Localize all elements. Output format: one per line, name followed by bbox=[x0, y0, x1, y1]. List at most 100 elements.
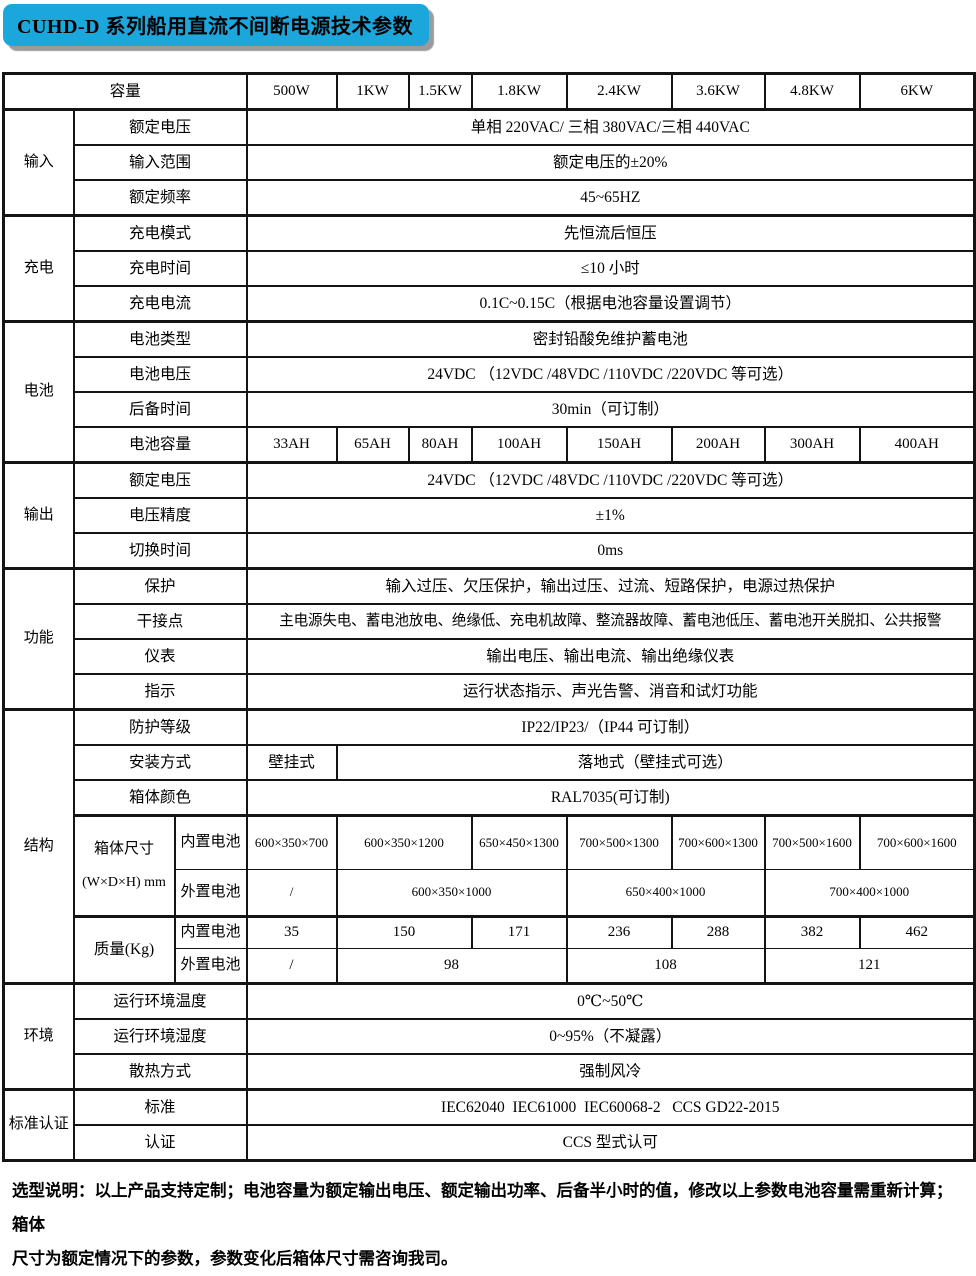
value-standard: IEC62040 IEC61000 IEC60068-2 CCS GD22-20… bbox=[245, 1088, 976, 1126]
value-dim-internal: 700×500×1300 bbox=[565, 814, 673, 870]
value-battery-type: 密封铅酸免维护蓄电池 bbox=[245, 320, 976, 358]
row-env-temp: 环境 运行环境温度 0℃~50℃ bbox=[2, 982, 976, 1091]
capacity-col-1-5kw: 1.5KW bbox=[407, 72, 473, 111]
label-cabinet-color: 箱体颜色 bbox=[72, 779, 248, 817]
section-certification: 标准认证 bbox=[2, 1088, 75, 1162]
label-protection: 保护 bbox=[72, 567, 248, 605]
row-cooling: 散热方式 强制风冷 bbox=[4, 1053, 976, 1091]
value-protection: 输入过压、欠压保护，输出过压、过流、短路保护，电源过热保护 bbox=[245, 567, 976, 605]
page-title: CUHD-D 系列船用直流不间断电源技术参数 bbox=[3, 4, 429, 46]
value-dim-internal: 700×600×1600 bbox=[858, 814, 976, 870]
value-rated-frequency: 45~65HZ bbox=[245, 179, 976, 217]
value-weight-internal: 382 bbox=[763, 915, 861, 949]
row-dimensions-external: 外置电池 / 600×350×1000 650×400×1000 700×400… bbox=[4, 869, 976, 918]
row-rated-frequency: 额定频率 45~65HZ bbox=[4, 179, 976, 217]
label-mounting: 安装方式 bbox=[72, 744, 248, 781]
value-charge-mode: 先恒流后恒压 bbox=[245, 214, 976, 252]
row-input-rated-voltage: 输入 额定电压 单相 220VAC/ 三相 380VAC/三相 440VAC bbox=[2, 108, 976, 217]
value-battery-capacity: 400AH bbox=[858, 426, 976, 464]
label-env-humidity: 运行环境湿度 bbox=[72, 1018, 248, 1055]
value-weight-external: 121 bbox=[763, 948, 976, 985]
value-input-rated-voltage: 单相 220VAC/ 三相 380VAC/三相 440VAC bbox=[245, 108, 976, 146]
value-dim-external: 600×350×1000 bbox=[335, 869, 568, 918]
section-output: 输出 bbox=[2, 461, 75, 570]
label-weight: 质量(Kg) bbox=[72, 915, 176, 985]
value-weight-internal: 288 bbox=[670, 915, 766, 949]
value-meter: 输出电压、输出电流、输出绝缘仪表 bbox=[245, 638, 976, 675]
row-battery-capacity: 电池容量 33AH 65AH 80AH 100AH 150AH 200AH 30… bbox=[4, 426, 976, 464]
value-battery-capacity: 150AH bbox=[565, 426, 673, 464]
label-battery-capacity: 电池容量 bbox=[72, 426, 248, 464]
value-weight-external: / bbox=[245, 948, 338, 985]
row-backup-time: 后备时间 30min（可订制） bbox=[4, 391, 976, 428]
label-charge-time: 充电时间 bbox=[72, 250, 248, 287]
row-indication: 指示 运行状态指示、声光告警、消音和试灯功能 bbox=[4, 673, 976, 711]
row-weight-internal: 质量(Kg) 内置电池 35 150 171 236 288 382 462 bbox=[4, 915, 976, 985]
value-dry-contact: 主电源失电、蓄电池放电、绝缘低、充电机故障、整流器故障、蓄电池低压、蓄电池开关脱… bbox=[245, 603, 976, 640]
row-input-range: 输入范围 额定电压的±20% bbox=[4, 144, 976, 181]
value-output-rated-voltage: 24VDC （12VDC /48VDC /110VDC /220VDC 等可选） bbox=[245, 461, 976, 499]
row-standard: 标准认证 标准 IEC62040 IEC61000 IEC60068-2 CCS… bbox=[2, 1088, 976, 1162]
section-function: 功能 bbox=[2, 567, 75, 711]
value-dim-external: 700×400×1000 bbox=[763, 869, 976, 918]
label-indication: 指示 bbox=[72, 673, 248, 711]
label-cooling: 散热方式 bbox=[72, 1053, 248, 1091]
value-battery-capacity: 80AH bbox=[407, 426, 473, 464]
value-dim-internal: 700×500×1600 bbox=[763, 814, 861, 870]
row-weight-external: 外置电池 / 98 108 121 bbox=[4, 948, 976, 985]
value-weight-internal: 150 bbox=[335, 915, 473, 949]
row-approval: 认证 CCS 型式认可 bbox=[4, 1124, 976, 1162]
capacity-col-1-8kw: 1.8KW bbox=[470, 72, 568, 111]
value-weight-internal: 171 bbox=[470, 915, 568, 949]
value-input-range: 额定电压的±20% bbox=[245, 144, 976, 181]
value-battery-capacity: 33AH bbox=[245, 426, 338, 464]
row-charge-current: 充电电流 0.1C~0.15C（根据电池容量设置调节） bbox=[4, 285, 976, 323]
label-voltage-accuracy: 电压精度 bbox=[72, 497, 248, 534]
value-cooling: 强制风冷 bbox=[245, 1053, 976, 1091]
value-env-temp: 0℃~50℃ bbox=[245, 982, 976, 1020]
label-standard: 标准 bbox=[72, 1088, 248, 1126]
label-charge-current: 充电电流 bbox=[72, 285, 248, 323]
value-dim-external: / bbox=[245, 869, 338, 918]
row-cabinet-color: 箱体颜色 RAL7035(可订制) bbox=[4, 779, 976, 817]
value-battery-capacity: 100AH bbox=[470, 426, 568, 464]
row-battery-type: 电池 电池类型 密封铅酸免维护蓄电池 bbox=[2, 320, 976, 464]
label-meter: 仪表 bbox=[72, 638, 248, 675]
row-output-rated-voltage: 输出 额定电压 24VDC （12VDC /48VDC /110VDC /220… bbox=[2, 461, 976, 570]
row-charge-time: 充电时间 ≤10 小时 bbox=[4, 250, 976, 287]
value-approval: CCS 型式认可 bbox=[245, 1124, 976, 1162]
label-battery-voltage: 电池电压 bbox=[72, 356, 248, 393]
label-input-range: 输入范围 bbox=[72, 144, 248, 181]
value-transfer-time: 0ms bbox=[245, 532, 976, 570]
row-mounting: 安装方式 壁挂式 落地式（壁挂式可选） bbox=[4, 744, 976, 781]
label-input-rated-voltage: 额定电压 bbox=[72, 108, 248, 146]
value-env-humidity: 0~95%（不凝露） bbox=[245, 1018, 976, 1055]
value-weight-internal: 236 bbox=[565, 915, 673, 949]
row-battery-voltage: 电池电压 24VDC （12VDC /48VDC /110VDC /220VDC… bbox=[4, 356, 976, 393]
value-cabinet-color: RAL7035(可订制) bbox=[245, 779, 976, 817]
label-output-rated-voltage: 额定电压 bbox=[72, 461, 248, 499]
capacity-header-label: 容量 bbox=[2, 72, 248, 111]
label-transfer-time: 切换时间 bbox=[72, 532, 248, 570]
dimensions-label-line1: 箱体尺寸 bbox=[93, 841, 154, 858]
label-battery-type: 电池类型 bbox=[72, 320, 248, 358]
label-env-temp: 运行环境温度 bbox=[72, 982, 248, 1020]
capacity-header-row: 容量 500W 1KW 1.5KW 1.8KW 2.4KW 3.6KW 4.8K… bbox=[2, 72, 976, 111]
row-dimensions-internal: 箱体尺寸 (W×D×H) mm 内置电池 600×350×700 600×350… bbox=[4, 814, 976, 918]
value-dim-internal: 600×350×700 bbox=[245, 814, 338, 870]
value-battery-capacity: 300AH bbox=[763, 426, 861, 464]
section-structure: 结构 bbox=[2, 708, 75, 985]
label-weight-external: 外置电池 bbox=[173, 948, 248, 985]
selection-note-line1: 选型说明：以上产品支持定制；电池容量为额定输出电压、额定输出功率、后备半小时的值… bbox=[12, 1182, 953, 1234]
row-charge-mode: 充电 充电模式 先恒流后恒压 bbox=[2, 214, 976, 323]
value-battery-voltage: 24VDC （12VDC /48VDC /110VDC /220VDC 等可选） bbox=[245, 356, 976, 393]
label-weight-internal: 内置电池 bbox=[173, 915, 248, 949]
row-env-humidity: 运行环境湿度 0~95%（不凝露） bbox=[4, 1018, 976, 1055]
label-charge-mode: 充电模式 bbox=[72, 214, 248, 252]
section-battery: 电池 bbox=[2, 320, 75, 464]
label-rated-frequency: 额定频率 bbox=[72, 179, 248, 217]
row-ip-grade: 结构 防护等级 IP22/IP23/（IP44 可订制） bbox=[2, 708, 976, 985]
value-voltage-accuracy: ±1% bbox=[245, 497, 976, 534]
dimensions-label-line2: (W×D×H) mm bbox=[82, 874, 166, 890]
value-dim-internal: 600×350×1200 bbox=[335, 814, 473, 870]
